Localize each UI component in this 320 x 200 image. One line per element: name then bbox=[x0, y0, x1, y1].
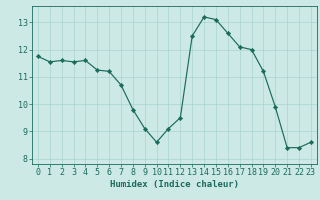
X-axis label: Humidex (Indice chaleur): Humidex (Indice chaleur) bbox=[110, 180, 239, 189]
